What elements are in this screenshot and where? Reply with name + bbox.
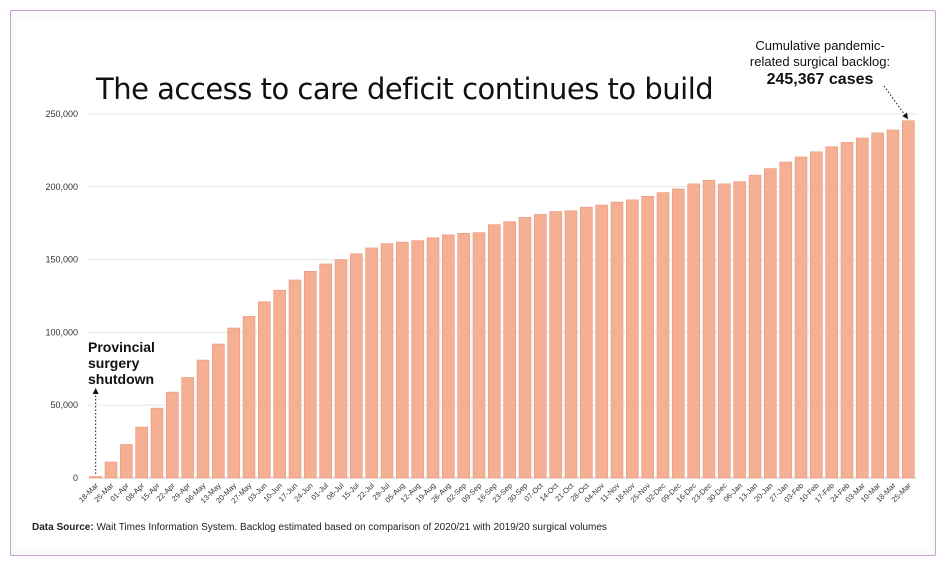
bar (150, 407, 164, 479)
bar (733, 181, 746, 479)
bar (886, 129, 900, 479)
bar (472, 232, 486, 479)
bar (656, 192, 670, 479)
bar (779, 161, 792, 479)
bar (120, 444, 133, 479)
y-axis-ticks: 0 50,000 100,000 150,000 200,000 250,000 (45, 109, 78, 483)
shutdown-line-2: surgery (88, 355, 140, 371)
y-tick-label: 100,000 (45, 327, 78, 337)
bar (396, 241, 409, 479)
callout-line-1: Cumulative pandemic- (755, 38, 885, 53)
bar (610, 201, 624, 479)
bar (488, 224, 501, 479)
bars (89, 120, 915, 479)
bar (748, 174, 762, 479)
source-label: Data Source: (32, 522, 94, 533)
bar (718, 183, 731, 479)
bar (350, 253, 363, 479)
backlog-callout: Cumulative pandemic- related surgical ba… (740, 38, 900, 88)
data-source-note: Data Source: Wait Times Information Syst… (32, 522, 607, 533)
bar (288, 279, 302, 479)
bar (304, 270, 317, 479)
bar (442, 234, 455, 479)
bar (549, 211, 562, 479)
bar (580, 206, 593, 479)
bar (426, 237, 440, 479)
bar (641, 195, 654, 479)
bar (89, 476, 102, 479)
y-tick-label: 0 (73, 473, 78, 483)
bar (503, 221, 516, 479)
bar (672, 188, 685, 479)
bar (457, 233, 470, 479)
bar (794, 156, 808, 479)
bar (380, 243, 394, 479)
bar (258, 301, 271, 479)
bar (334, 259, 348, 479)
y-tick-label: 50,000 (50, 400, 78, 410)
bar (196, 359, 210, 479)
y-tick-label: 200,000 (45, 182, 78, 192)
bar (181, 377, 194, 479)
bar (518, 217, 532, 479)
bar (227, 327, 240, 479)
callout-value: 245,367 cases (766, 71, 874, 88)
shutdown-line-1: Provincial (88, 339, 155, 355)
bar (825, 146, 838, 479)
shutdown-annotation: Provincial surgery shutdown (88, 339, 155, 387)
callout-line-2: related surgical backlog: (749, 54, 891, 69)
y-tick-label: 150,000 (45, 255, 78, 265)
bar (764, 168, 777, 479)
gridlines (88, 113, 916, 479)
bar (595, 204, 608, 479)
bar (702, 179, 716, 479)
bar (856, 137, 869, 479)
bar (166, 391, 179, 479)
bar (626, 199, 639, 479)
bar (273, 289, 286, 479)
bar (135, 426, 148, 479)
bar (687, 183, 700, 479)
bar (534, 214, 547, 479)
bar (319, 263, 332, 479)
bar (810, 151, 823, 479)
callout-arrow (883, 85, 909, 120)
y-tick-label: 250,000 (45, 109, 78, 119)
bar (242, 316, 256, 479)
bar (871, 132, 884, 479)
shutdown-line-3: shutdown (88, 371, 155, 387)
bar (365, 247, 378, 479)
bar (212, 343, 225, 479)
annotation-arrows (92, 85, 909, 474)
bar (840, 142, 854, 479)
chart-title: The access to care deficit continues to … (96, 72, 714, 106)
bar (902, 120, 915, 479)
bar (564, 210, 578, 479)
bar (411, 240, 424, 479)
x-axis-ticks: 18-Mar25-Mar01-Apr08-Apr15-Apr22-Apr29-A… (77, 480, 913, 505)
bar (104, 461, 118, 479)
source-text: Wait Times Information System. Backlog e… (93, 522, 607, 533)
